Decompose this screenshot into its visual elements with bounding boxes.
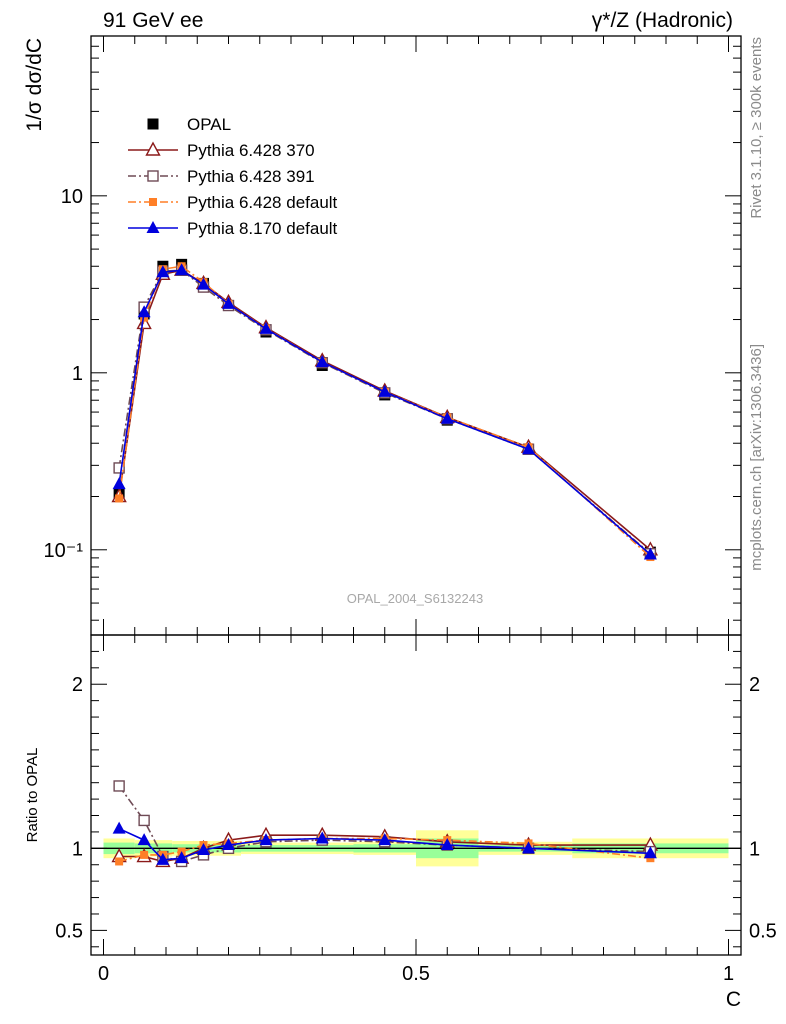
x-tick-label: 1 (723, 963, 734, 985)
ratio-axis-ticks: 0 0.5 1 0.5 0.5 1 1 2 2 (55, 635, 777, 985)
y-tick-label: 10⁻¹ (44, 540, 84, 562)
series-pythia-6-428-370 (111, 261, 659, 556)
series-line (118, 265, 651, 558)
legend-item-opal: OPAL (147, 115, 231, 134)
data-point (112, 821, 126, 834)
header-right: γ*/Z (Hadronic) (592, 9, 733, 32)
data-point (440, 411, 454, 424)
series-pythia-8-170-default (112, 263, 657, 560)
legend-marker (145, 141, 161, 156)
series-line (118, 827, 651, 861)
data-point (315, 831, 329, 844)
legend-label: Pythia 8.170 default (187, 219, 338, 238)
series-line (118, 269, 651, 556)
main-y-axis-label: 1/σ dσ/dC (23, 38, 46, 132)
legend-item-pythia-6-428-370: Pythia 6.428 370 (128, 141, 315, 160)
legend-marker (147, 170, 159, 182)
data-point (137, 833, 151, 846)
legend: OPAL Pythia 6.428 370 Pythia 6.428 391 Pyth… (128, 115, 338, 238)
data-point (156, 852, 170, 865)
x-tick-label: 0.5 (402, 963, 430, 985)
data-point (315, 355, 329, 368)
x-tick-label: 0 (98, 963, 109, 985)
analysis-watermark: OPAL_2004_S6132243 (347, 591, 483, 606)
series-opal (113, 258, 656, 558)
data-point (378, 384, 392, 397)
y-tick-label: 1 (72, 363, 83, 385)
legend-label: Pythia 6.428 370 (187, 141, 315, 160)
data-point (137, 305, 151, 318)
series-line (118, 269, 651, 555)
data-point (175, 263, 189, 276)
legend-item-pythia-6-428-default: Pythia 6.428 default (128, 193, 338, 212)
side-label-bottom: mcplots.cern.ch [arXiv:1306.3436] (748, 344, 765, 571)
ratio-plot-frame (90, 634, 742, 956)
data-point (156, 265, 170, 278)
y-tick-label: 2 (72, 674, 83, 696)
main-series-layer (111, 258, 659, 562)
data-point (112, 477, 126, 490)
legend-item-pythia-6-428-391: Pythia 6.428 391 (128, 167, 315, 186)
ratio-y-axis-label: Ratio to OPAL (24, 748, 41, 843)
legend-label: Pythia 6.428 391 (187, 167, 315, 186)
y-tick-label: 1 (72, 838, 83, 860)
series-line (118, 269, 651, 551)
legend-marker (146, 221, 160, 233)
data-point (643, 846, 657, 859)
data-point (175, 851, 189, 864)
data-point (113, 462, 125, 474)
series-pythia-8-170-default (112, 821, 657, 865)
side-label-top: Rivet 3.1.10, ≥ 300k events (748, 37, 765, 219)
data-point (440, 838, 454, 851)
data-point (197, 842, 210, 855)
y-tick-label: 10 (61, 186, 83, 208)
data-point (140, 850, 149, 859)
data-point (259, 321, 273, 334)
data-point (259, 833, 273, 846)
data-point (138, 814, 150, 827)
legend-label: Pythia 6.428 default (187, 193, 338, 212)
data-point (115, 857, 124, 866)
data-point (197, 277, 210, 290)
data-point (522, 442, 535, 455)
data-point (115, 494, 124, 503)
data-point (222, 838, 235, 851)
legend-marker (147, 118, 159, 130)
data-point (222, 296, 235, 309)
data-point (522, 841, 535, 854)
legend-item-pythia-8-170-default: Pythia 8.170 default (128, 219, 338, 238)
y-tick-label: 1 (749, 838, 760, 860)
main-axis-ticks: 10⁻¹ 1 10 (44, 35, 741, 635)
y-tick-label: 0.5 (55, 920, 83, 942)
data-point (113, 780, 125, 792)
series-line (118, 837, 651, 863)
header-left: 91 GeV ee (103, 9, 203, 32)
x-axis-label: C (726, 988, 741, 1011)
ratio-series-layer (111, 780, 659, 868)
series-pythia-6-428-default (115, 262, 655, 562)
legend-marker (149, 198, 157, 206)
data-point (140, 313, 149, 322)
data-point (643, 547, 657, 560)
data-point (378, 833, 392, 846)
legend-label: OPAL (187, 115, 231, 134)
y-tick-label: 2 (749, 674, 760, 696)
y-tick-label: 0.5 (749, 920, 777, 942)
series-pythia-6-428-391 (113, 264, 657, 560)
